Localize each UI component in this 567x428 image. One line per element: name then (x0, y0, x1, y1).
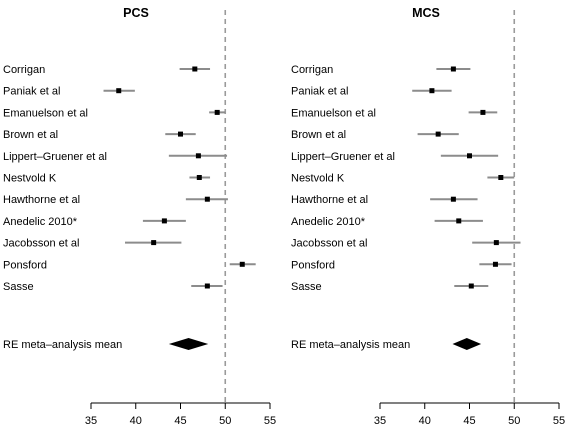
point-estimate (480, 109, 486, 115)
x-tick-label: 35 (374, 415, 386, 427)
point-estimate (204, 196, 210, 202)
point-estimate (196, 175, 202, 180)
study-label: Sasse (291, 281, 322, 293)
study-label: Hawthorne et al (3, 194, 80, 206)
point-estimate (493, 240, 499, 246)
study-label: Jacobsson et al (3, 238, 79, 250)
study-label: Jacobsson et al (291, 238, 367, 250)
study-label: Corrigan (3, 64, 45, 76)
study-label: Ponsford (291, 259, 335, 271)
point-estimate (239, 261, 245, 267)
study-label: Sasse (3, 281, 34, 293)
point-estimate (492, 261, 498, 267)
study-label: Brown et al (3, 129, 58, 141)
study-label: Lippert–Gruener et al (3, 151, 107, 163)
summary-label: RE meta–analysis mean (3, 339, 122, 351)
panel-title: PCS (123, 6, 149, 20)
point-estimate (450, 66, 456, 72)
x-tick-label: 45 (174, 415, 186, 427)
study-label: Corrigan (291, 64, 333, 76)
study-label: Emanuelson et al (3, 107, 88, 119)
study-label: Lippert–Gruener et al (291, 151, 395, 163)
point-estimate (468, 283, 474, 289)
x-tick-label: 40 (419, 415, 431, 427)
x-tick-label: 40 (130, 415, 142, 427)
x-tick-label: 50 (219, 415, 231, 427)
point-estimate (498, 175, 504, 180)
study-label: Anedelic 2010* (3, 216, 78, 228)
study-label: Hawthorne et al (291, 194, 368, 206)
summary-label: RE meta–analysis mean (291, 339, 410, 351)
point-estimate (204, 283, 210, 289)
study-label: Paniak et al (291, 86, 348, 98)
pcs-panel: PCS Corrigan Paniak et al Emanuelson et al… (3, 6, 276, 427)
point-estimate (429, 88, 435, 94)
study-label: Emanuelson et al (291, 107, 376, 119)
study-label: Ponsford (3, 259, 47, 271)
mcs-panel: MCS Corrigan Paniak et al Emanuelson et al… (291, 6, 565, 427)
x-tick-label: 55 (553, 415, 565, 427)
x-tick-label: 50 (508, 415, 520, 427)
point-estimate (450, 196, 456, 202)
study-label: Paniak et al (3, 86, 60, 98)
study-label: Nestvold K (291, 173, 345, 185)
point-estimate (467, 153, 472, 159)
point-estimate (214, 109, 220, 115)
point-estimate (116, 88, 122, 94)
study-label: Anedelic 2010* (291, 216, 366, 228)
point-estimate (151, 240, 157, 246)
study-label: Brown et al (291, 129, 346, 141)
point-estimate (456, 218, 462, 224)
point-estimate (192, 66, 198, 72)
x-tick-label: 55 (264, 415, 276, 427)
point-estimate (435, 131, 441, 137)
point-estimate (161, 218, 167, 224)
point-estimate (178, 131, 183, 137)
point-estimate (195, 153, 201, 159)
study-label: Nestvold K (3, 173, 57, 185)
x-tick-label: 35 (85, 415, 97, 427)
x-tick-label: 45 (463, 415, 475, 427)
summary-diamond (168, 338, 209, 350)
panel-title: MCS (412, 6, 440, 20)
summary-diamond (452, 338, 482, 350)
